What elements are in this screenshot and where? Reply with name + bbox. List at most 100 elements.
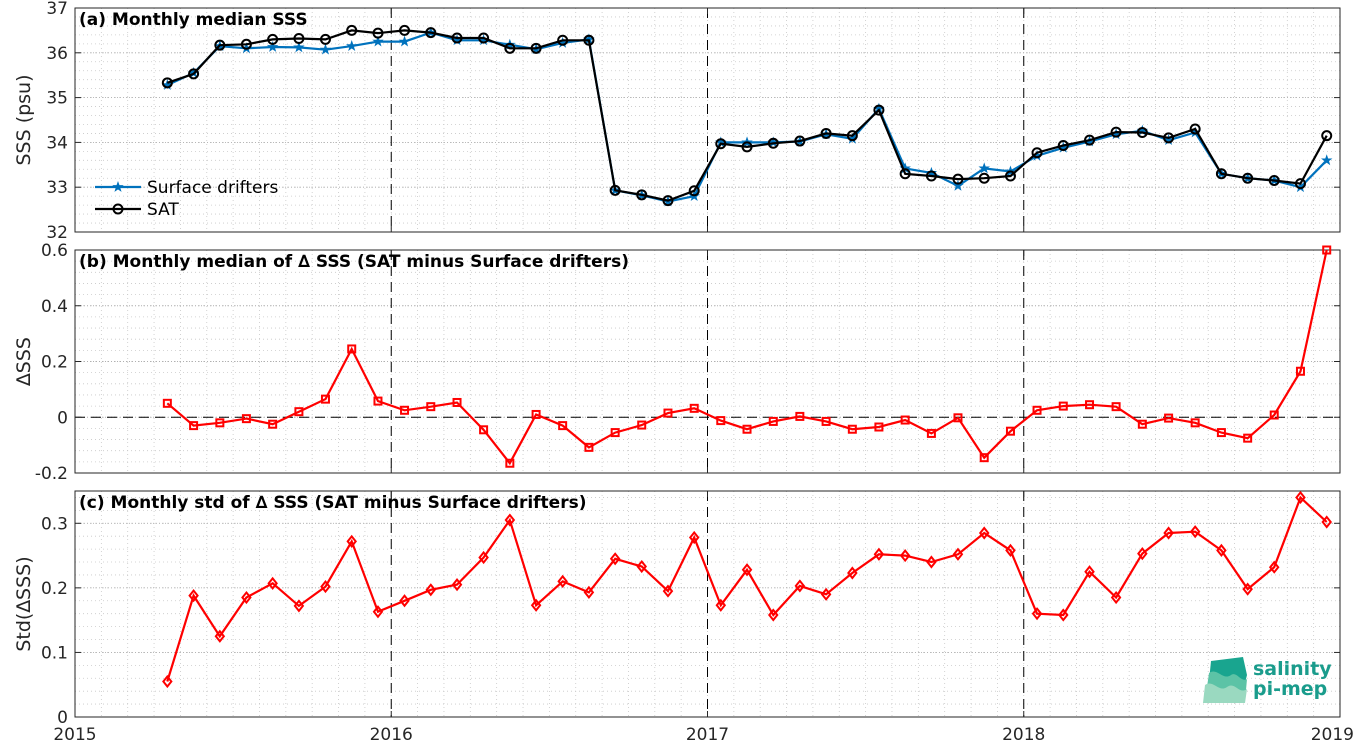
- data-point: [873, 547, 885, 561]
- data-point: [319, 33, 331, 45]
- data-point: [1005, 543, 1016, 558]
- data-point: [767, 137, 779, 149]
- y-tick-label: 0: [57, 708, 68, 728]
- data-point: [189, 421, 199, 431]
- data-point: [741, 563, 753, 577]
- legend-marker: [112, 203, 124, 215]
- data-point: [1294, 178, 1306, 190]
- data-point: [1137, 547, 1148, 561]
- data-point: [1242, 172, 1254, 184]
- data-point: [1242, 582, 1253, 596]
- data-point: [293, 41, 305, 53]
- data-point: [1268, 560, 1280, 574]
- data-point: [505, 458, 515, 468]
- panel-title: (a) Monthly median SSS: [79, 10, 308, 30]
- panel-a-sss: 32 33 34 35 36 37 SSS (psu) (a) Monthly median …: [13, 0, 1341, 243]
- series-line: [166, 29, 1328, 202]
- data-point: [347, 344, 357, 354]
- data-point: [1058, 401, 1068, 411]
- data-point: [925, 170, 937, 182]
- data-point: [398, 35, 411, 47]
- y-tick-label: 0.2: [41, 353, 68, 373]
- data-point: [1137, 419, 1147, 429]
- data-point: [688, 185, 700, 197]
- y-tick-label: 0.3: [41, 514, 68, 534]
- salinity-pi-mep-logo: salinity pi-mep: [1203, 657, 1332, 703]
- series-line: [166, 495, 1328, 682]
- data-point: [479, 425, 489, 435]
- data-point: [716, 416, 726, 426]
- data-point: [583, 34, 595, 46]
- data-point: [715, 138, 727, 150]
- series-delta: [162, 245, 1332, 468]
- data-point: [162, 674, 173, 689]
- data-point: [425, 583, 437, 597]
- data-point: [873, 104, 885, 116]
- data-point: [874, 422, 884, 432]
- data-point: [846, 130, 858, 142]
- data-point: [768, 416, 778, 426]
- x-tick-label: 2019: [1311, 725, 1354, 745]
- y-tick-label: 36: [46, 44, 68, 64]
- data-point: [926, 428, 936, 438]
- data-point: [372, 35, 384, 47]
- y-tick-label: 33: [46, 178, 68, 198]
- data-point: [399, 594, 410, 608]
- data-point: [1321, 130, 1333, 142]
- data-point: [346, 24, 358, 36]
- data-point: [847, 566, 858, 580]
- y-tick-label: -0.2: [35, 464, 68, 484]
- y-tick-label: 0.6: [41, 241, 68, 261]
- data-point: [504, 513, 516, 527]
- data-point: [372, 605, 384, 619]
- data-point: [1321, 515, 1333, 529]
- data-point: [609, 184, 621, 196]
- data-point: [741, 141, 753, 153]
- data-point: [214, 629, 226, 643]
- logo-waves-icon: [1203, 657, 1247, 703]
- data-point: [926, 555, 937, 569]
- data-point: [241, 414, 251, 424]
- data-point: [689, 403, 699, 413]
- data-point: [426, 402, 436, 412]
- series-delta: [162, 490, 1333, 689]
- data-point: [1189, 525, 1201, 539]
- data-point: [1215, 168, 1227, 180]
- data-point: [504, 42, 516, 54]
- data-point: [820, 127, 832, 139]
- x-tick-label: 2015: [53, 725, 96, 745]
- data-point: [1004, 170, 1016, 182]
- data-point: [820, 587, 832, 601]
- series-line: [166, 249, 1328, 466]
- data-point: [1295, 366, 1305, 376]
- data-point: [1190, 418, 1200, 428]
- data-point: [637, 420, 647, 430]
- data-point: [293, 599, 305, 613]
- data-point: [899, 168, 911, 180]
- y-tick-label: 0.2: [41, 579, 68, 599]
- data-point: [319, 43, 332, 55]
- data-point: [452, 397, 462, 407]
- data-point: [953, 413, 963, 423]
- data-point: [1216, 428, 1226, 438]
- data-point: [267, 576, 278, 590]
- data-point: [584, 442, 594, 452]
- data-point: [240, 38, 252, 50]
- data-point: [399, 24, 411, 36]
- data-point: [1164, 413, 1174, 423]
- y-tick-label: 35: [46, 89, 68, 109]
- y-tick-label: 34: [46, 133, 68, 153]
- data-point: [215, 418, 225, 428]
- data-point: [531, 409, 541, 419]
- data-point: [1085, 400, 1095, 410]
- data-point: [268, 419, 278, 429]
- data-point: [478, 32, 490, 44]
- legend-marker: [112, 180, 124, 192]
- data-point: [1136, 127, 1148, 139]
- data-point: [346, 534, 357, 548]
- data-point: [188, 68, 200, 80]
- data-point: [1110, 590, 1122, 605]
- data-point: [715, 598, 727, 612]
- data-point: [583, 585, 595, 599]
